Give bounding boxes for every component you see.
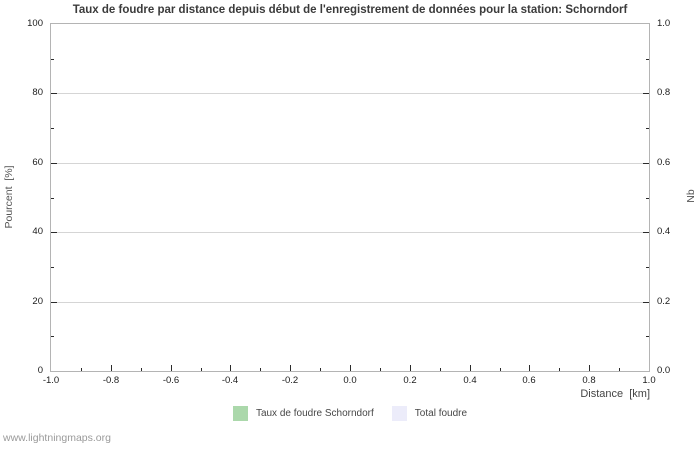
y-left-major-tick	[51, 302, 57, 303]
y-left-tick-label: 0	[37, 365, 43, 376]
x-tick-label: 0.2	[403, 375, 417, 386]
y-right-tick-label: 0.2	[657, 296, 671, 307]
y-right-minor-tick	[646, 198, 649, 199]
x-tick-label: -1.0	[42, 375, 60, 386]
x-minor-tick	[440, 368, 441, 371]
x-minor-tick	[500, 368, 501, 371]
x-major-tick	[290, 365, 291, 371]
legend-swatch	[391, 406, 407, 421]
legend-item: Taux de foudre Schorndorf	[232, 406, 374, 421]
x-tick-label: 0.8	[582, 375, 596, 386]
x-minor-tick	[201, 368, 202, 371]
y-right-minor-tick	[646, 128, 649, 129]
x-tick-label: -0.6	[162, 375, 180, 386]
y-left-minor-tick	[51, 267, 54, 268]
x-major-tick	[589, 365, 590, 371]
gridline	[51, 302, 649, 303]
x-major-tick	[350, 365, 351, 371]
chart-title: Taux de foudre par distance depuis début…	[72, 4, 628, 16]
y-left-minor-tick	[51, 198, 54, 199]
legend-label: Taux de foudre Schorndorf	[255, 408, 374, 419]
x-minor-tick	[141, 368, 142, 371]
x-minor-tick	[260, 368, 261, 371]
y-left-tick-label: 80	[32, 87, 43, 98]
y-right-tick-label: 1.0	[657, 18, 671, 29]
y-left-major-tick	[51, 93, 57, 94]
y-right-minor-tick	[646, 267, 649, 268]
y-right-minor-tick	[646, 336, 649, 337]
y-axis-right-title: Nb	[685, 189, 697, 203]
x-major-tick	[410, 365, 411, 371]
gridline	[51, 163, 649, 164]
y-left-tick-label: 60	[32, 157, 43, 168]
x-tick-label: 0.0	[343, 375, 357, 386]
x-tick-label: 0.6	[522, 375, 536, 386]
y-left-minor-tick	[51, 128, 54, 129]
legend-label: Total foudre	[414, 408, 468, 419]
x-tick-label: -0.4	[221, 375, 239, 386]
y-axis-left-title: Pourcent [%]	[3, 165, 15, 229]
y-left-minor-tick	[51, 336, 54, 337]
y-right-major-tick	[643, 232, 649, 233]
chart-legend: Taux de foudre Schorndorf Total foudre	[0, 406, 700, 421]
x-tick-label: 0.4	[463, 375, 477, 386]
x-axis-title: Distance [km]	[580, 388, 650, 400]
x-major-tick	[230, 365, 231, 371]
y-right-tick-label: 0.8	[657, 87, 671, 98]
y-right-major-tick	[643, 163, 649, 164]
y-right-major-tick	[643, 93, 649, 94]
watermark: www.lightningmaps.org	[3, 432, 111, 444]
x-axis-tick-labels: -1.0 -0.8 -0.6 -0.4 -0.2 0.0 0.2 0.4 0.6 0.8 1.0	[43, 375, 656, 387]
x-major-tick	[111, 365, 112, 371]
y-left-major-tick	[51, 232, 57, 233]
x-tick-label: -0.8	[102, 375, 120, 386]
y-left-major-tick	[51, 163, 57, 164]
plot-area	[50, 23, 650, 372]
gridline	[51, 93, 649, 94]
y-left-tick-label: 40	[32, 226, 43, 237]
y-right-tick-label: 0.4	[657, 226, 671, 237]
y-right-major-tick	[643, 302, 649, 303]
x-minor-tick	[619, 368, 620, 371]
gridline	[51, 232, 649, 233]
x-minor-tick	[320, 368, 321, 371]
x-minor-tick	[81, 368, 82, 371]
x-major-tick	[529, 365, 530, 371]
y-axis-right-tick-labels: 0.0 0.2 0.4 0.6 0.8 1.0	[654, 19, 698, 376]
y-axis-left-tick-labels: 0 20 40 60 80 100	[0, 19, 46, 376]
x-tick-label: 1.0	[642, 375, 656, 386]
y-left-minor-tick	[51, 59, 54, 60]
legend-item: Total foudre	[391, 406, 468, 421]
y-right-tick-label: 0.0	[657, 365, 671, 376]
x-tick-label: -0.2	[281, 375, 299, 386]
x-minor-tick	[559, 368, 560, 371]
legend-swatch	[232, 406, 248, 421]
x-major-tick	[171, 365, 172, 371]
x-major-tick	[470, 365, 471, 371]
y-right-minor-tick	[646, 59, 649, 60]
y-right-tick-label: 0.6	[657, 157, 671, 168]
y-left-tick-label: 20	[32, 296, 43, 307]
x-minor-tick	[380, 368, 381, 371]
y-left-tick-label: 100	[27, 18, 43, 29]
